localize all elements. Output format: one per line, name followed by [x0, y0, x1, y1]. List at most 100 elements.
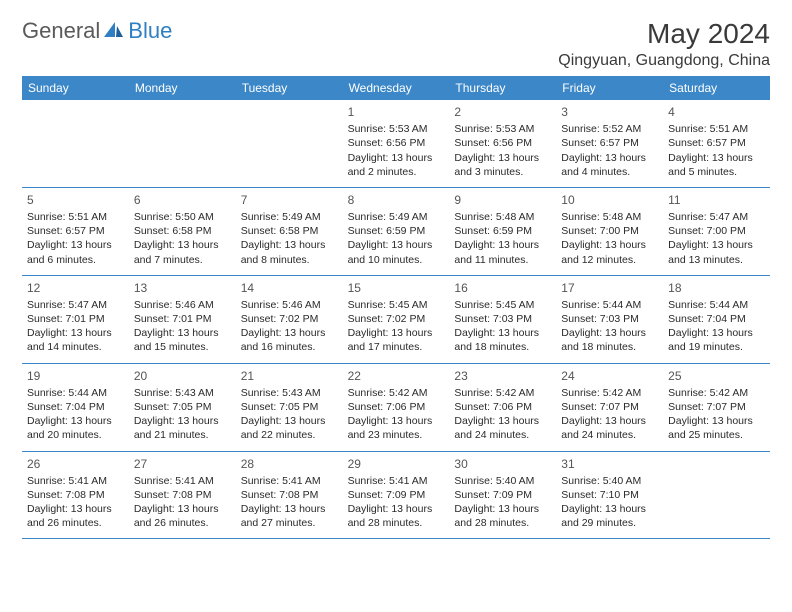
sunrise-text: Sunrise: 5:41 AM	[134, 474, 231, 488]
day-number: 13	[134, 280, 231, 296]
daylight-text: and 13 minutes.	[668, 253, 765, 267]
daylight-text: Daylight: 13 hours	[134, 326, 231, 340]
day-cell: 1Sunrise: 5:53 AMSunset: 6:56 PMDaylight…	[343, 100, 450, 187]
day-number: 24	[561, 368, 658, 384]
sunrise-text: Sunrise: 5:42 AM	[454, 386, 551, 400]
sunset-text: Sunset: 7:09 PM	[348, 488, 445, 502]
day-cell: 14Sunrise: 5:46 AMSunset: 7:02 PMDayligh…	[236, 276, 343, 363]
daylight-text: and 25 minutes.	[668, 428, 765, 442]
day-cell: 29Sunrise: 5:41 AMSunset: 7:09 PMDayligh…	[343, 452, 450, 539]
sunset-text: Sunset: 6:59 PM	[454, 224, 551, 238]
week-row: 5Sunrise: 5:51 AMSunset: 6:57 PMDaylight…	[22, 188, 770, 276]
sunrise-text: Sunrise: 5:45 AM	[454, 298, 551, 312]
sunset-text: Sunset: 7:00 PM	[668, 224, 765, 238]
sail-icon	[104, 20, 124, 43]
sunset-text: Sunset: 7:03 PM	[454, 312, 551, 326]
day-number: 6	[134, 192, 231, 208]
daylight-text: Daylight: 13 hours	[454, 502, 551, 516]
weekday-header: Tuesday	[236, 76, 343, 100]
sunrise-text: Sunrise: 5:49 AM	[348, 210, 445, 224]
sunset-text: Sunset: 7:06 PM	[454, 400, 551, 414]
daylight-text: Daylight: 13 hours	[348, 502, 445, 516]
week-row: 19Sunrise: 5:44 AMSunset: 7:04 PMDayligh…	[22, 364, 770, 452]
daylight-text: and 6 minutes.	[27, 253, 124, 267]
day-number: 31	[561, 456, 658, 472]
daylight-text: and 26 minutes.	[27, 516, 124, 530]
daylight-text: and 5 minutes.	[668, 165, 765, 179]
day-number: 22	[348, 368, 445, 384]
day-number: 10	[561, 192, 658, 208]
daylight-text: Daylight: 13 hours	[668, 414, 765, 428]
daylight-text: and 17 minutes.	[348, 340, 445, 354]
day-cell: 12Sunrise: 5:47 AMSunset: 7:01 PMDayligh…	[22, 276, 129, 363]
day-number: 3	[561, 104, 658, 120]
sunrise-text: Sunrise: 5:42 AM	[668, 386, 765, 400]
day-cell	[22, 100, 129, 187]
day-cell: 23Sunrise: 5:42 AMSunset: 7:06 PMDayligh…	[449, 364, 556, 451]
day-number: 26	[27, 456, 124, 472]
daylight-text: Daylight: 13 hours	[241, 414, 338, 428]
sunrise-text: Sunrise: 5:40 AM	[561, 474, 658, 488]
day-number: 28	[241, 456, 338, 472]
sunrise-text: Sunrise: 5:49 AM	[241, 210, 338, 224]
sunrise-text: Sunrise: 5:47 AM	[27, 298, 124, 312]
day-cell: 4Sunrise: 5:51 AMSunset: 6:57 PMDaylight…	[663, 100, 770, 187]
sunset-text: Sunset: 7:09 PM	[454, 488, 551, 502]
day-cell: 27Sunrise: 5:41 AMSunset: 7:08 PMDayligh…	[129, 452, 236, 539]
daylight-text: Daylight: 13 hours	[561, 502, 658, 516]
daylight-text: and 23 minutes.	[348, 428, 445, 442]
week-row: 12Sunrise: 5:47 AMSunset: 7:01 PMDayligh…	[22, 276, 770, 364]
day-cell: 21Sunrise: 5:43 AMSunset: 7:05 PMDayligh…	[236, 364, 343, 451]
sunset-text: Sunset: 6:59 PM	[348, 224, 445, 238]
day-number: 25	[668, 368, 765, 384]
calendar: SundayMondayTuesdayWednesdayThursdayFrid…	[22, 76, 770, 539]
sunset-text: Sunset: 7:07 PM	[561, 400, 658, 414]
day-cell: 8Sunrise: 5:49 AMSunset: 6:59 PMDaylight…	[343, 188, 450, 275]
day-number: 15	[348, 280, 445, 296]
day-number: 20	[134, 368, 231, 384]
sunset-text: Sunset: 7:00 PM	[561, 224, 658, 238]
weekday-header: Friday	[556, 76, 663, 100]
sunrise-text: Sunrise: 5:52 AM	[561, 122, 658, 136]
day-number: 1	[348, 104, 445, 120]
day-cell: 9Sunrise: 5:48 AMSunset: 6:59 PMDaylight…	[449, 188, 556, 275]
sunset-text: Sunset: 7:02 PM	[348, 312, 445, 326]
daylight-text: and 4 minutes.	[561, 165, 658, 179]
daylight-text: Daylight: 13 hours	[27, 326, 124, 340]
day-cell: 30Sunrise: 5:40 AMSunset: 7:09 PMDayligh…	[449, 452, 556, 539]
weekday-header: Sunday	[22, 76, 129, 100]
daylight-text: and 19 minutes.	[668, 340, 765, 354]
day-number: 12	[27, 280, 124, 296]
daylight-text: and 22 minutes.	[241, 428, 338, 442]
daylight-text: Daylight: 13 hours	[561, 326, 658, 340]
day-cell: 2Sunrise: 5:53 AMSunset: 6:56 PMDaylight…	[449, 100, 556, 187]
sunset-text: Sunset: 6:56 PM	[348, 136, 445, 150]
day-cell: 17Sunrise: 5:44 AMSunset: 7:03 PMDayligh…	[556, 276, 663, 363]
sunrise-text: Sunrise: 5:41 AM	[27, 474, 124, 488]
weekday-header: Thursday	[449, 76, 556, 100]
sunrise-text: Sunrise: 5:42 AM	[561, 386, 658, 400]
weekday-header: Saturday	[663, 76, 770, 100]
day-number: 30	[454, 456, 551, 472]
daylight-text: Daylight: 13 hours	[561, 151, 658, 165]
day-cell: 10Sunrise: 5:48 AMSunset: 7:00 PMDayligh…	[556, 188, 663, 275]
day-number: 8	[348, 192, 445, 208]
daylight-text: and 3 minutes.	[454, 165, 551, 179]
daylight-text: and 28 minutes.	[348, 516, 445, 530]
day-cell: 18Sunrise: 5:44 AMSunset: 7:04 PMDayligh…	[663, 276, 770, 363]
sunset-text: Sunset: 7:06 PM	[348, 400, 445, 414]
daylight-text: Daylight: 13 hours	[348, 414, 445, 428]
daylight-text: Daylight: 13 hours	[134, 502, 231, 516]
logo-text-general: General	[22, 18, 100, 44]
day-cell	[236, 100, 343, 187]
sunset-text: Sunset: 6:57 PM	[668, 136, 765, 150]
day-number: 18	[668, 280, 765, 296]
sunrise-text: Sunrise: 5:53 AM	[454, 122, 551, 136]
sunrise-text: Sunrise: 5:44 AM	[27, 386, 124, 400]
day-number: 16	[454, 280, 551, 296]
title-block: May 2024 Qingyuan, Guangdong, China	[558, 18, 770, 70]
daylight-text: Daylight: 13 hours	[561, 238, 658, 252]
sunset-text: Sunset: 6:57 PM	[561, 136, 658, 150]
sunrise-text: Sunrise: 5:46 AM	[241, 298, 338, 312]
day-number: 11	[668, 192, 765, 208]
